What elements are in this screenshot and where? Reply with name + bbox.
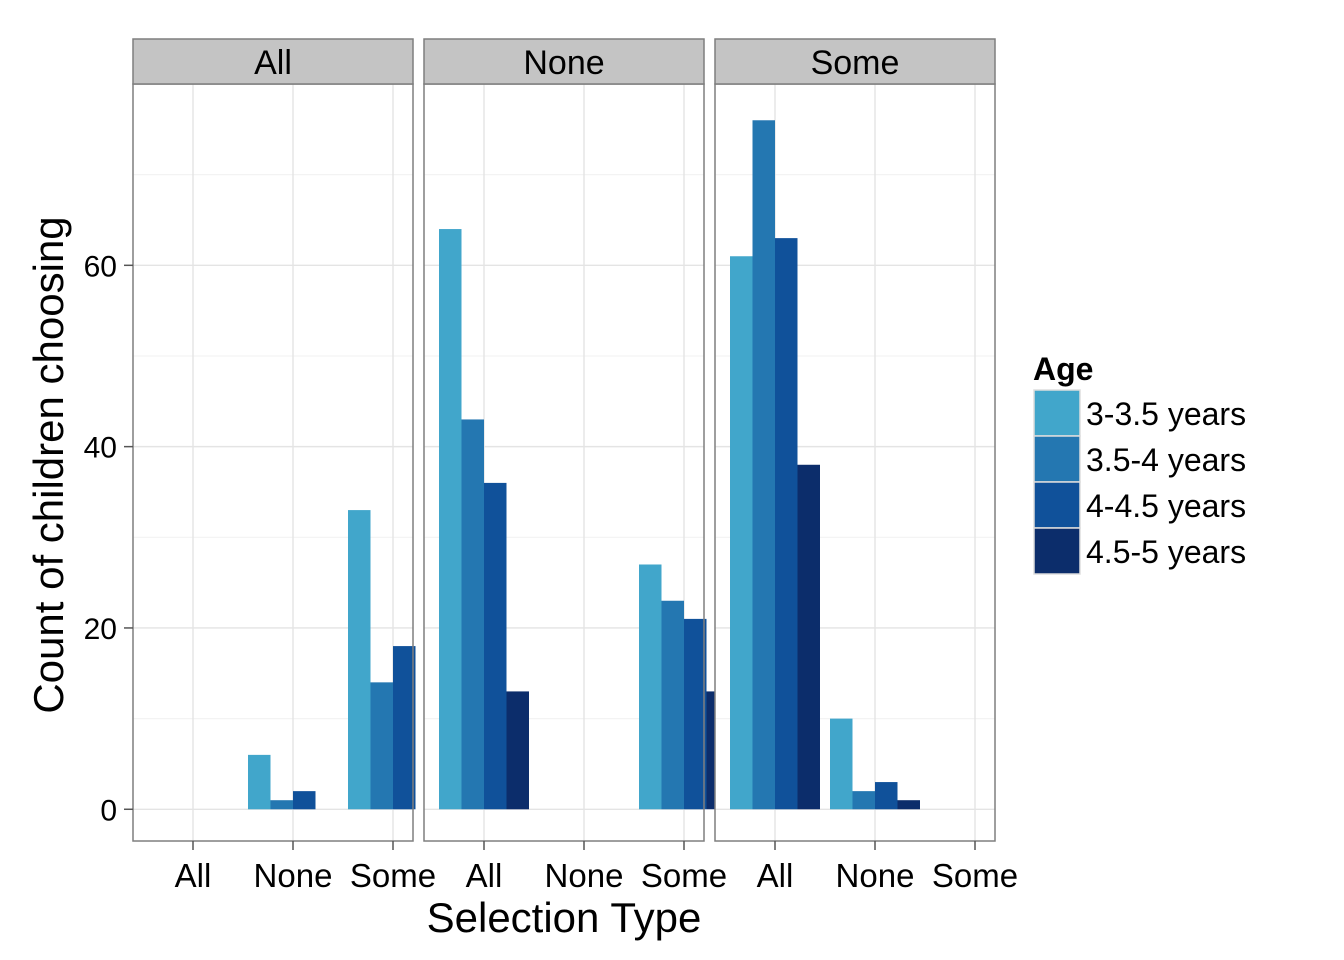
y-axis: 0 20 40 60 [84, 250, 133, 827]
x-tick-label: None [836, 857, 915, 894]
facet-panel-none: None All None Some [424, 39, 729, 894]
bar-none-some-series-3 [684, 619, 707, 809]
bar-some-all-series-4 [798, 465, 821, 810]
bar-none-some-series-2 [662, 601, 685, 810]
bar-some-none-series-3 [875, 782, 898, 809]
bar-all-none-series-3 [293, 791, 316, 809]
x-tick-label: None [254, 857, 333, 894]
facet-panel-some: Some All None Some [715, 39, 1018, 894]
facet-strip-label: All [254, 44, 292, 82]
bar-some-all-series-1 [730, 256, 753, 809]
facet-strip-label: None [523, 44, 604, 82]
facet-strip-label: Some [811, 44, 900, 82]
legend-swatch [1034, 528, 1080, 574]
x-axis-title: Selection Type [427, 894, 702, 941]
bar-some-all-series-2 [753, 120, 776, 809]
legend-swatch [1034, 482, 1080, 528]
bar-none-all-series-4 [507, 691, 530, 809]
bar-none-some-series-1 [639, 564, 662, 809]
bar-all-none-series-1 [248, 755, 271, 809]
legend-title: Age [1033, 351, 1093, 387]
y-tick-label: 60 [84, 250, 117, 283]
legend-swatch [1034, 436, 1080, 482]
y-tick-label: 0 [100, 794, 117, 827]
x-tick-label: Some [350, 857, 436, 894]
x-tick-label: None [545, 857, 624, 894]
bar-some-all-series-3 [775, 238, 798, 809]
bar-all-some-series-1 [348, 510, 371, 809]
bar-all-none-series-2 [271, 800, 294, 809]
legend-label: 3.5-4 years [1086, 442, 1246, 478]
x-tick-label: Some [641, 857, 727, 894]
bar-some-none-series-4 [898, 800, 921, 809]
y-axis-title: Count of children choosing [25, 216, 72, 713]
legend-label: 4.5-5 years [1086, 534, 1246, 570]
bar-all-some-series-3 [393, 646, 416, 809]
legend-label: 3-3.5 years [1086, 396, 1246, 432]
bar-all-some-series-2 [371, 682, 394, 809]
x-tick-label: Some [932, 857, 1018, 894]
y-tick-label: 40 [84, 432, 117, 465]
legend-swatch [1034, 390, 1080, 436]
x-tick-label: All [757, 857, 794, 894]
bar-some-none-series-1 [830, 719, 853, 810]
legend: Age 3-3.5 years 3.5-4 years 4-4.5 years 4.5-… [1033, 351, 1246, 574]
bar-some-none-series-2 [853, 791, 876, 809]
bar-none-all-series-2 [462, 419, 485, 809]
bar-none-all-series-3 [484, 483, 507, 809]
legend-label: 4-4.5 years [1086, 488, 1246, 524]
facet-panel-all: All All None Some [133, 39, 436, 894]
y-tick-label: 20 [84, 613, 117, 646]
bar-none-all-series-1 [439, 229, 462, 809]
x-tick-label: All [466, 857, 503, 894]
x-tick-label: All [175, 857, 212, 894]
